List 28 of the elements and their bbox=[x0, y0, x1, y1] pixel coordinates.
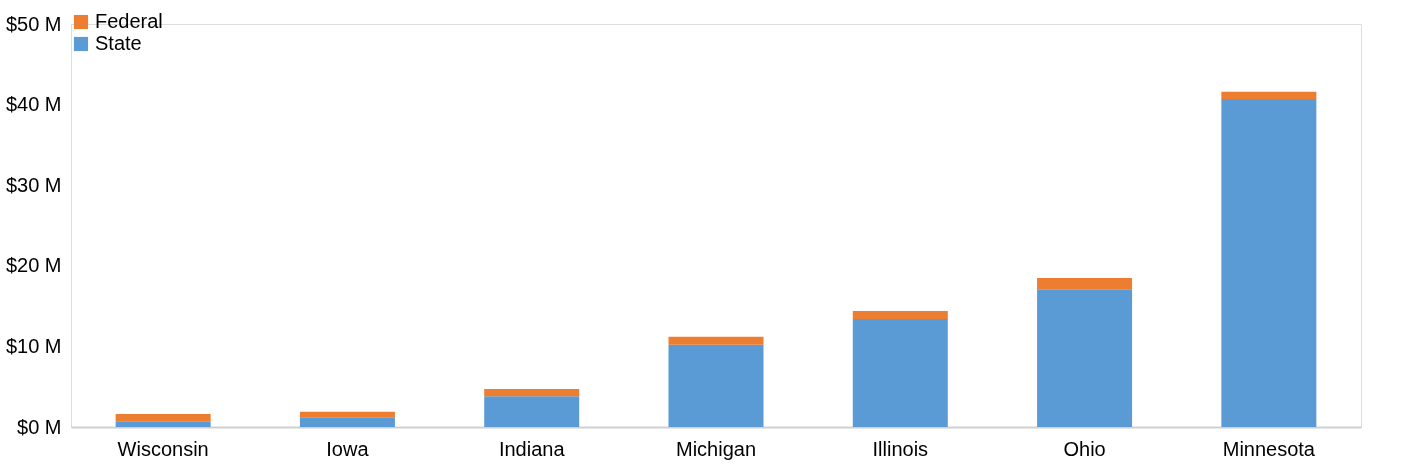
x-tick-label: Michigan bbox=[675, 437, 757, 460]
bar bbox=[115, 421, 211, 427]
y-tick-label: $40 M bbox=[5, 93, 62, 116]
y-tick-label: $20 M bbox=[5, 254, 62, 277]
bar bbox=[1221, 98, 1317, 427]
x-tick-label: Illinois bbox=[872, 437, 929, 460]
x-tick-label: Ohio bbox=[1063, 437, 1106, 460]
x-tick-label: Iowa bbox=[326, 437, 370, 460]
y-tick-label: $30 M bbox=[5, 173, 62, 196]
bar bbox=[668, 336, 764, 345]
bar bbox=[852, 319, 948, 427]
bar bbox=[852, 310, 948, 319]
x-tick-label: Minnesota bbox=[1222, 437, 1316, 460]
bar bbox=[115, 414, 211, 422]
bar bbox=[1037, 277, 1133, 290]
y-tick-label: $50 M bbox=[5, 12, 62, 35]
bar bbox=[484, 389, 580, 397]
bar bbox=[1221, 91, 1317, 99]
y-tick-label: $10 M bbox=[5, 334, 62, 357]
bar bbox=[299, 417, 395, 427]
legend-label: State bbox=[95, 32, 142, 54]
bar bbox=[1037, 289, 1133, 427]
legend-label: Federal bbox=[95, 10, 163, 32]
bar bbox=[668, 344, 764, 427]
y-tick-label: $0 M bbox=[17, 415, 62, 438]
x-tick-label: Wisconsin bbox=[117, 437, 209, 460]
bar bbox=[484, 396, 580, 427]
x-tick-label: Indiana bbox=[498, 437, 566, 460]
